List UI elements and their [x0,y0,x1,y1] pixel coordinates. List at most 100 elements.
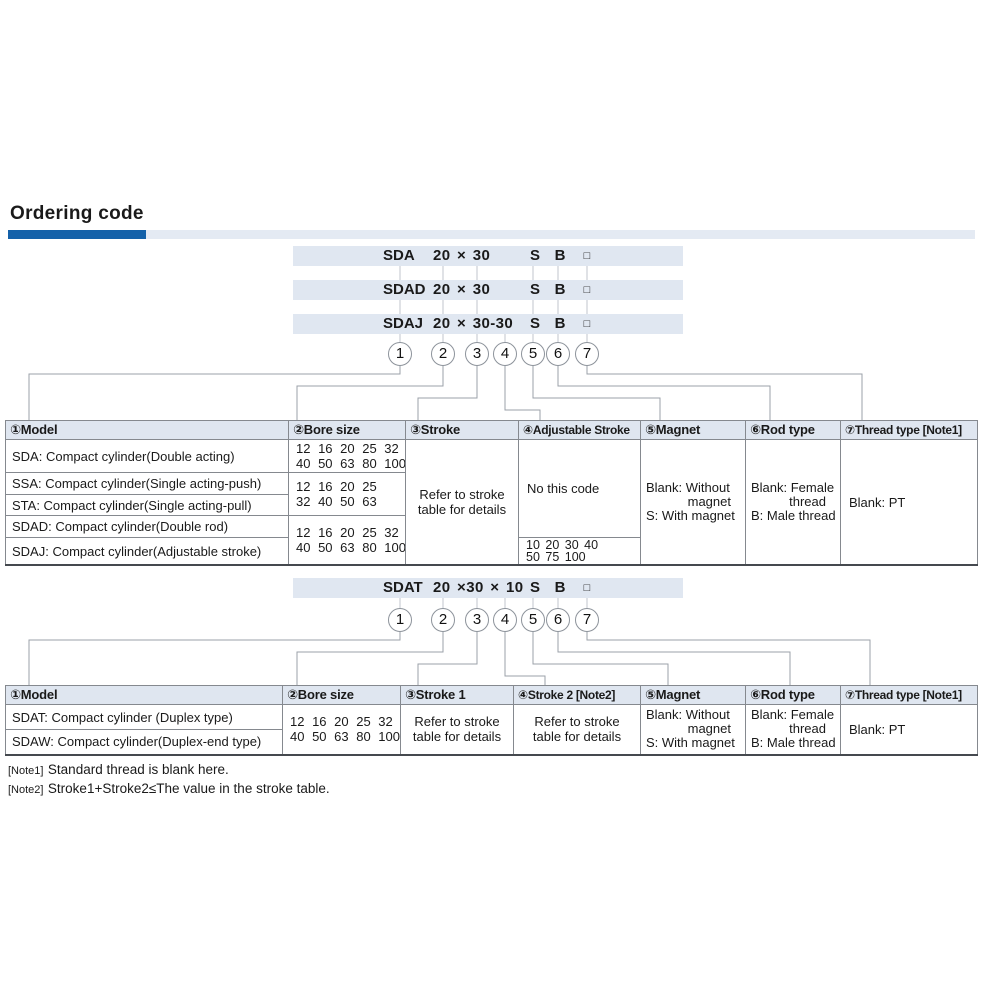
code-thread-placeholder-icon: □ [583,250,591,262]
thread-type-cell: Blank: PT [840,704,978,755]
magnet-line: S: With magnet [646,508,735,523]
callout-4: 4 [493,608,517,632]
model-cell: SDAD: Compact cylinder(Double rod) [5,515,289,538]
adjustable-line: 50 75 100 [526,550,586,564]
code-magnet: S [529,281,540,298]
bore-cell: 12 16 20 25 32 40 50 63 [288,472,406,516]
callout-5: 5 [521,608,545,632]
stroke-2-cell: Refer to stroke table for details [513,704,641,755]
rod-type-cell: Blank: Female thread B: Male thread [745,439,841,566]
bore-line: 12 16 20 25 32 [296,441,399,456]
code-size: 20 ×30 × 10 [433,579,524,596]
bore-cell: 12 16 20 25 32 40 50 63 80 100 [288,515,406,566]
callout-6: 6 [546,342,570,366]
bore-line: 12 16 20 25 32 [296,525,399,540]
col-stroke-2: ④Stroke 2 [Note2] [513,685,641,705]
code-rod: B [554,247,566,264]
callout-4: 4 [493,342,517,366]
code-magnet: S [529,247,540,264]
col-magnet: ⑤Magnet [640,420,746,440]
code-model: SDAD [383,281,426,298]
col-thread-type: ⑦Thread type [Note1] [840,420,978,440]
bore-cell: 12 16 20 25 32 40 50 63 80 100 [288,439,406,473]
callout-7: 7 [575,608,599,632]
col-thread-type: ⑦Thread type [Note1] [840,685,978,705]
note-1: [Note1] Standard thread is blank here. [8,760,330,779]
stroke-1-cell: Refer to stroke table for details [400,704,514,755]
magnet-line: Blank: Without [646,707,730,723]
col-stroke: ③Stroke [405,420,519,440]
table-2-wrapper: ①Model ②Bore size ③Stroke 1 ④Stroke 2 [N… [5,685,978,756]
stroke-line: table for details [412,729,502,745]
note-tag: [Note2] [8,784,44,796]
model-cell: SDA: Compact cylinder(Double acting) [5,439,289,473]
bore-line: 12 16 20 25 [296,479,377,494]
bore-line: 40 50 63 80 100 [290,729,400,745]
col-model: ①Model [5,420,289,440]
callout-1: 1 [388,608,412,632]
table-row: SSA: Compact cylinder(Single acting-push… [5,472,978,516]
code-bar-sdad: SDAD 20 × 30 S B □ [293,280,683,300]
callout-5: 5 [521,342,545,366]
table-header-row: ①Model ②Bore size ③Stroke ④Adjustable St… [5,420,978,440]
note-text: Stroke1+Stroke2≤The value in the stroke … [47,781,330,796]
callout-3: 3 [465,342,489,366]
title-underline-accent [8,230,146,239]
thread-type-cell: Blank: PT [840,439,978,566]
code-thread-placeholder-icon: □ [583,582,591,594]
code-model: SDA [383,247,415,264]
code-rod: B [554,315,566,332]
stroke-cell: Refer to stroke table for details [405,439,519,566]
code-bar-sdaj: SDAJ 20 × 30-30 S B □ [293,314,683,334]
rod-line: Blank: Female [751,480,835,495]
table-row: SDAW: Compact cylinder(Duplex-end type) [5,729,978,755]
table-row: SDAD: Compact cylinder(Double rod) 12 16… [5,515,978,566]
table-row: SDA: Compact cylinder(Double acting) 12 … [5,439,978,566]
page-title: Ordering code [10,203,144,224]
col-model: ①Model [5,685,283,705]
callout-3: 3 [465,608,489,632]
table-row: SDAT: Compact cylinder (Duplex type) 12 … [5,704,978,755]
callout-7: 7 [575,342,599,366]
callout-6: 6 [546,608,570,632]
code-bar-sda: SDA 20 × 30 S B □ [293,246,683,266]
code-model: SDAT [383,579,423,596]
code-model: SDAJ [383,315,424,332]
bore-line: 40 50 63 80 100 [296,456,406,471]
rod-line: B: Male thread [751,735,836,751]
stroke-line: Refer to stroke [419,487,505,502]
col-stroke-1: ③Stroke 1 [400,685,514,705]
magnet-line: magnet [687,494,731,509]
code-bar-sdat: SDAT 20 ×30 × 10 S B □ [293,578,683,598]
col-magnet: ⑤Magnet [640,685,746,705]
stroke-line: Refer to stroke [414,714,500,730]
ordering-table-single: ①Model ②Bore size ③Stroke ④Adjustable St… [5,420,978,566]
magnet-cell: Blank: Without magnet S: With magnet [640,439,746,566]
stroke-line: table for details [532,729,622,745]
col-bore: ②Bore size [288,420,406,440]
code-rod: B [554,281,566,298]
table-1-wrapper: ①Model ②Bore size ③Stroke ④Adjustable St… [5,420,978,566]
ordering-table-duplex: ①Model ②Bore size ③Stroke 1 ④Stroke 2 [N… [5,685,978,756]
callout-2: 2 [431,608,455,632]
magnet-line: Blank: Without [646,480,730,495]
bore-line: 40 50 63 80 100 [296,540,406,555]
stroke-line: Refer to stroke [534,714,620,730]
bore-line: 32 40 50 63 [296,494,377,509]
col-rod-type: ⑥Rod type [745,685,841,705]
note-text: Standard thread is blank here. [47,762,229,777]
table-row: STA: Compact cylinder(Single acting-pull… [5,494,978,516]
code-size: 20 × 30-30 [433,315,514,332]
code-thread-placeholder-icon: □ [583,318,591,330]
magnet-cell: Blank: Without magnet S: With magnet [640,704,746,755]
note-2: [Note2] Stroke1+Stroke2≤The value in the… [8,779,330,798]
adjustable-stroke-values-cell: 10 20 30 40 50 75 100 [518,537,641,566]
rod-line: Blank: Female [751,707,835,723]
code-size: 20 × 30 [433,247,491,264]
col-bore: ②Bore size [282,685,401,705]
code-magnet: S [529,315,540,332]
adjustable-stroke-cell: No this code [518,439,641,538]
model-cell: SDAT: Compact cylinder (Duplex type) [5,704,283,730]
code-magnet: S [529,579,540,596]
code-size: 20 × 30 [433,281,491,298]
